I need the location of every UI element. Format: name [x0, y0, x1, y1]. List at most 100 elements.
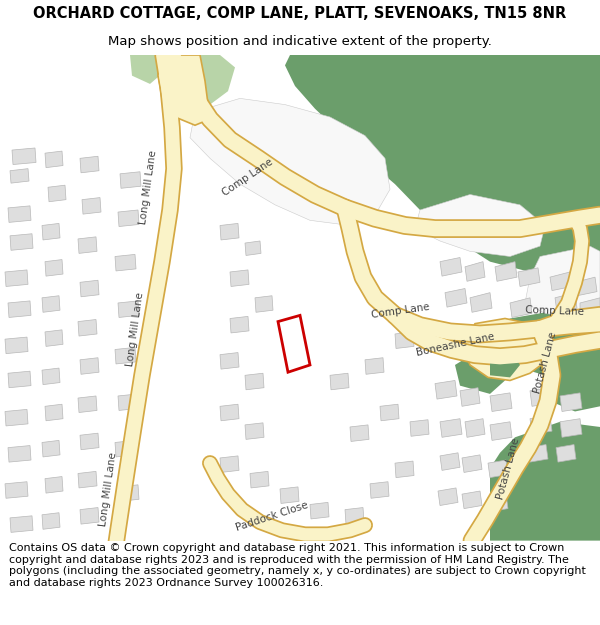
Polygon shape: [190, 98, 390, 226]
Polygon shape: [415, 194, 545, 256]
Text: Long Mill Lane: Long Mill Lane: [125, 291, 145, 366]
Polygon shape: [445, 289, 467, 307]
Polygon shape: [310, 503, 329, 519]
Polygon shape: [8, 446, 31, 462]
Polygon shape: [245, 241, 261, 256]
Polygon shape: [158, 55, 210, 125]
Polygon shape: [550, 365, 600, 411]
Polygon shape: [42, 368, 60, 384]
Polygon shape: [118, 394, 139, 411]
Polygon shape: [5, 270, 28, 286]
Polygon shape: [490, 422, 512, 441]
Polygon shape: [280, 487, 299, 503]
Text: ORCHARD COTTAGE, COMP LANE, PLATT, SEVENOAKS, TN15 8NR: ORCHARD COTTAGE, COMP LANE, PLATT, SEVEN…: [34, 6, 566, 21]
Polygon shape: [480, 308, 600, 381]
Polygon shape: [78, 319, 97, 336]
Polygon shape: [115, 348, 136, 364]
Text: Contains OS data © Crown copyright and database right 2021. This information is : Contains OS data © Crown copyright and d…: [9, 543, 586, 588]
Polygon shape: [465, 262, 485, 281]
Polygon shape: [8, 206, 31, 222]
Polygon shape: [488, 494, 508, 512]
Text: Comp Lane: Comp Lane: [526, 305, 584, 318]
Polygon shape: [220, 352, 239, 369]
Polygon shape: [80, 156, 99, 172]
Text: Potash Lane: Potash Lane: [532, 331, 558, 395]
Polygon shape: [42, 296, 60, 312]
Text: Long Mill Lane: Long Mill Lane: [138, 149, 158, 225]
Polygon shape: [395, 332, 414, 349]
Polygon shape: [365, 357, 384, 374]
Polygon shape: [220, 223, 239, 240]
Polygon shape: [455, 349, 505, 394]
Polygon shape: [230, 270, 249, 286]
Polygon shape: [518, 268, 540, 286]
Polygon shape: [45, 151, 63, 168]
Polygon shape: [250, 471, 269, 488]
Polygon shape: [395, 461, 414, 478]
Polygon shape: [12, 148, 36, 164]
Polygon shape: [80, 433, 99, 450]
Polygon shape: [120, 172, 141, 188]
Polygon shape: [10, 234, 33, 250]
Polygon shape: [5, 409, 28, 426]
Polygon shape: [245, 423, 264, 439]
Polygon shape: [370, 482, 389, 498]
Polygon shape: [82, 198, 101, 214]
Polygon shape: [462, 491, 482, 509]
Polygon shape: [440, 452, 460, 471]
Polygon shape: [5, 482, 28, 498]
Text: Comp Lane: Comp Lane: [370, 302, 430, 320]
Polygon shape: [490, 393, 512, 411]
Polygon shape: [438, 488, 458, 506]
Polygon shape: [556, 444, 576, 462]
Polygon shape: [490, 349, 520, 378]
Polygon shape: [580, 298, 600, 318]
Polygon shape: [462, 319, 548, 381]
Polygon shape: [490, 422, 600, 541]
Text: Long Mill Lane: Long Mill Lane: [98, 451, 118, 527]
Polygon shape: [560, 393, 582, 411]
Polygon shape: [410, 420, 429, 436]
Polygon shape: [525, 246, 600, 319]
Polygon shape: [118, 210, 139, 226]
Text: Potash Lane: Potash Lane: [495, 436, 521, 500]
Polygon shape: [380, 404, 399, 421]
Polygon shape: [45, 404, 63, 421]
Polygon shape: [118, 301, 139, 318]
Polygon shape: [245, 373, 264, 390]
Polygon shape: [42, 512, 60, 529]
Polygon shape: [42, 223, 60, 240]
Polygon shape: [465, 419, 485, 437]
Polygon shape: [255, 296, 273, 312]
Text: Boneashe Lane: Boneashe Lane: [415, 331, 495, 357]
Polygon shape: [80, 508, 99, 524]
Polygon shape: [48, 185, 66, 202]
Polygon shape: [45, 330, 63, 346]
Polygon shape: [550, 272, 572, 291]
Polygon shape: [230, 316, 249, 333]
Polygon shape: [170, 55, 235, 107]
Polygon shape: [80, 280, 99, 297]
Polygon shape: [78, 471, 97, 488]
Polygon shape: [530, 416, 552, 434]
Polygon shape: [440, 419, 462, 437]
Polygon shape: [10, 516, 33, 532]
Polygon shape: [470, 292, 492, 312]
Polygon shape: [488, 460, 508, 478]
Polygon shape: [10, 169, 29, 183]
Polygon shape: [510, 298, 532, 318]
Polygon shape: [460, 388, 480, 406]
Polygon shape: [8, 301, 31, 318]
Polygon shape: [45, 477, 63, 493]
Polygon shape: [45, 259, 63, 276]
Polygon shape: [8, 371, 31, 388]
Polygon shape: [555, 292, 577, 312]
Polygon shape: [350, 425, 369, 441]
Polygon shape: [220, 404, 239, 421]
Polygon shape: [575, 277, 597, 296]
Polygon shape: [220, 456, 239, 472]
Text: Map shows position and indicative extent of the property.: Map shows position and indicative extent…: [108, 35, 492, 48]
Polygon shape: [80, 357, 99, 374]
Polygon shape: [528, 444, 548, 462]
Polygon shape: [560, 419, 582, 437]
